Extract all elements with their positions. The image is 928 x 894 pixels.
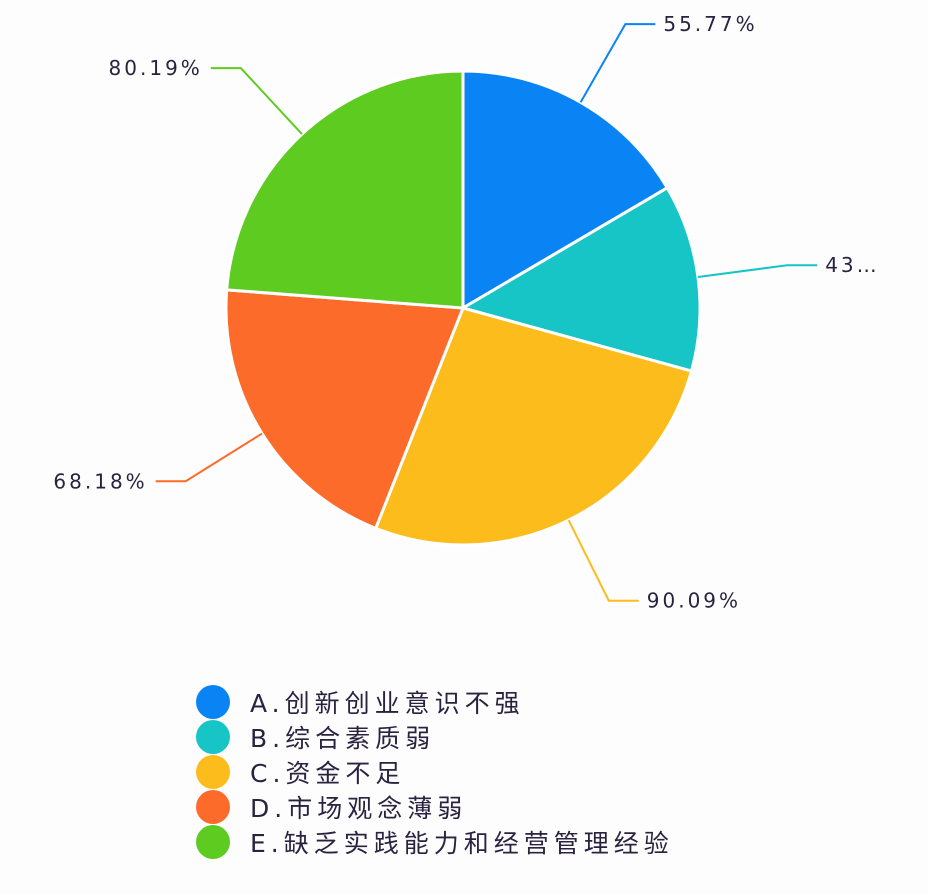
data-label: 43…: [825, 253, 879, 277]
legend-swatch: [196, 719, 230, 754]
pie-slice-b: [459, 185, 702, 373]
legend-item: E.缺乏实践能力和经营管理经验: [196, 824, 674, 859]
legend-swatch: [196, 789, 230, 824]
legend-swatch: [196, 684, 230, 719]
legend-label: A.创新创业意识不强: [250, 688, 525, 718]
legend-item: A.创新创业意识不强: [196, 684, 674, 719]
pie-slice-e: [225, 69, 465, 310]
legend-swatch: [196, 754, 230, 789]
data-label: 68.18%: [53, 469, 147, 493]
legend: A.创新创业意识不强 B.综合素质弱 C.资金不足 D.市场观念薄弱 E.缺乏实践能力和…: [196, 684, 674, 859]
legend-label: E.缺乏实践能力和经营管理经验: [250, 828, 674, 858]
pie-chart: 55.77% 43… 90.09% 68.18% 80.19%: [53, 12, 879, 613]
legend-label: C.资金不足: [250, 758, 406, 788]
legend-item: D.市场观念薄弱: [196, 789, 674, 824]
legend-item: B.综合素质弱: [196, 719, 674, 754]
data-label: 55.77%: [663, 12, 757, 36]
legend-item: C.资金不足: [196, 754, 674, 789]
leader-line: [567, 519, 639, 602]
legend-swatch: [196, 824, 230, 859]
leader-line: [697, 264, 818, 279]
data-label: 90.09%: [647, 589, 741, 613]
legend-label: D.市场观念薄弱: [250, 793, 468, 823]
legend-label: B.综合素质弱: [250, 723, 436, 753]
leader-line: [210, 67, 303, 135]
leader-line: [155, 432, 263, 483]
leader-line: [579, 23, 656, 103]
data-label: 80.19%: [109, 56, 203, 80]
